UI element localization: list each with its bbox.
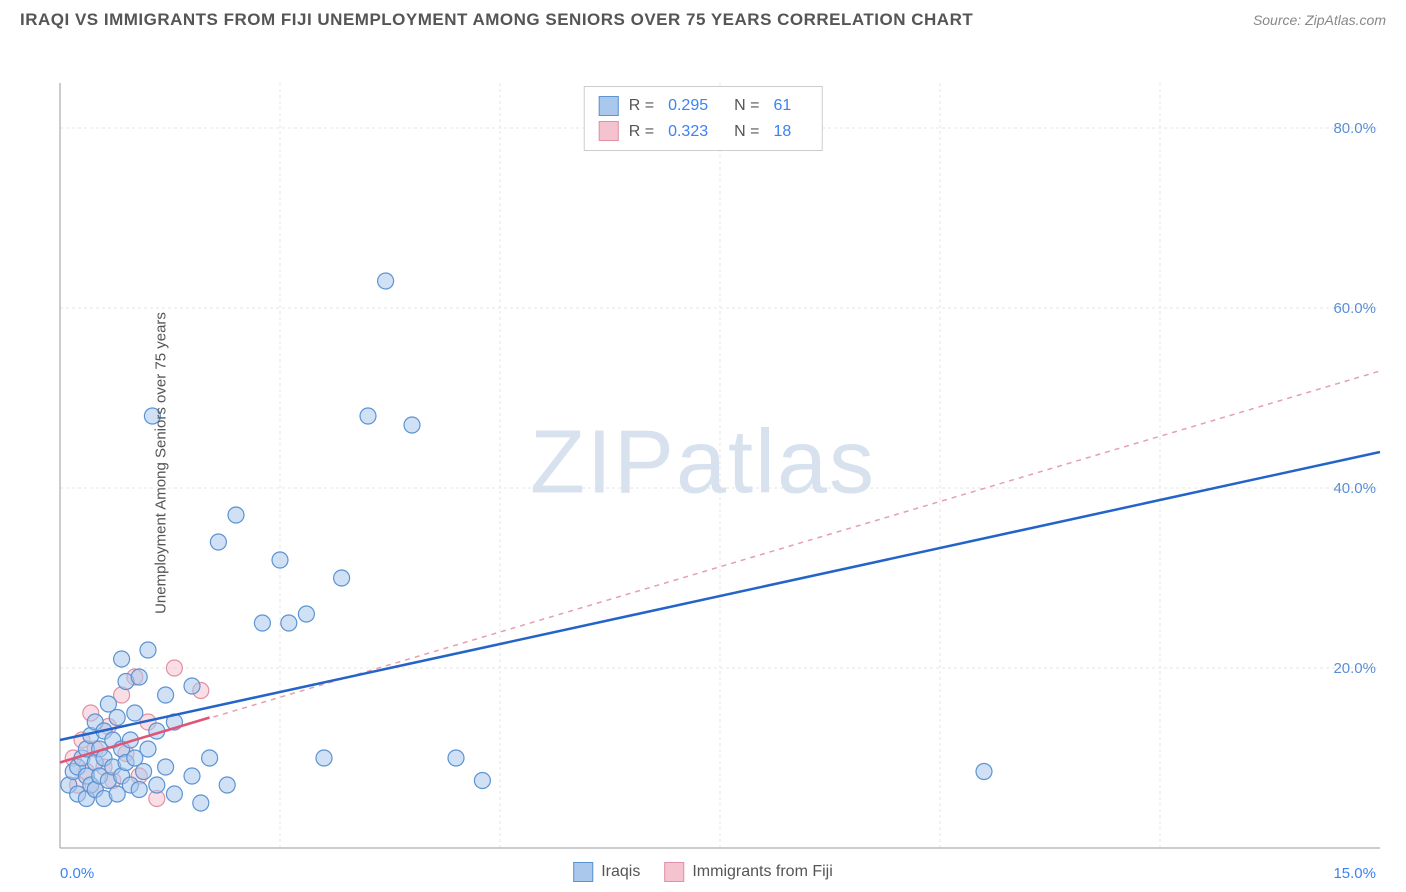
- swatch-iraqis-icon: [573, 862, 593, 882]
- swatch-iraqis: [599, 96, 619, 116]
- legend-label-iraqis: Iraqis: [601, 863, 640, 881]
- r-value-fiji: 0.323: [668, 119, 708, 145]
- swatch-fiji-icon: [664, 862, 684, 882]
- svg-text:60.0%: 60.0%: [1333, 300, 1376, 317]
- legend-item-fiji: Immigrants from Fiji: [664, 862, 832, 882]
- legend-row-fiji: R = 0.323 N = 18: [599, 119, 808, 145]
- r-value-iraqis: 0.295: [668, 93, 708, 119]
- legend-correlation: R = 0.295 N = 61 R = 0.323 N = 18: [584, 86, 823, 151]
- chart-container: Unemployment Among Seniors over 75 years…: [0, 38, 1406, 888]
- r-label: R =: [629, 119, 654, 145]
- legend-item-iraqis: Iraqis: [573, 862, 640, 882]
- legend-label-fiji: Immigrants from Fiji: [692, 863, 832, 881]
- svg-text:80.0%: 80.0%: [1333, 120, 1376, 137]
- legend-series: Iraqis Immigrants from Fiji: [573, 862, 833, 882]
- n-label: N =: [734, 93, 759, 119]
- swatch-fiji: [599, 121, 619, 141]
- chart-title: IRAQI VS IMMIGRANTS FROM FIJI UNEMPLOYME…: [20, 10, 973, 30]
- n-value-fiji: 18: [773, 119, 791, 145]
- scatter-chart: 20.0% 40.0% 60.0% 80.0%: [0, 38, 1406, 888]
- svg-text:40.0%: 40.0%: [1333, 480, 1376, 497]
- svg-text:20.0%: 20.0%: [1333, 660, 1376, 677]
- x-axis-max-label: 15.0%: [1333, 865, 1376, 882]
- n-label: N =: [734, 119, 759, 145]
- n-value-iraqis: 61: [773, 93, 791, 119]
- legend-row-iraqis: R = 0.295 N = 61: [599, 93, 808, 119]
- source-label: Source: ZipAtlas.com: [1253, 12, 1386, 28]
- r-label: R =: [629, 93, 654, 119]
- y-axis-title: Unemployment Among Seniors over 75 years: [152, 312, 169, 614]
- x-axis-min-label: 0.0%: [60, 865, 94, 882]
